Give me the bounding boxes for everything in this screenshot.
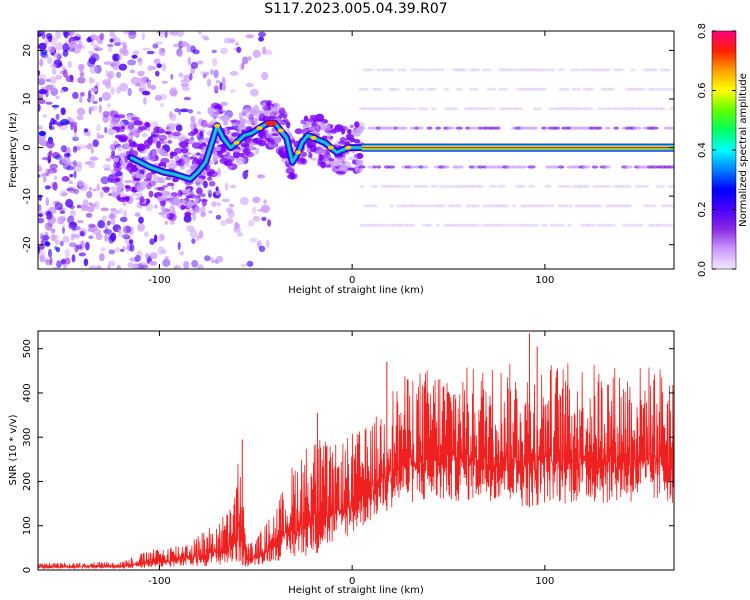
snr-y-tick-label: 0 [22,567,33,573]
spectrogram-y-tick-label: 0 [22,144,33,150]
snr-x-axis-label: Height of straight line (km) [288,585,424,596]
snr-x-tick-label: 100 [535,576,554,587]
colorbar-tick-label: 0.4 [697,142,708,158]
spectrogram-y-tick-label: 20 [22,44,33,57]
colorbar-label: Normalized spectral amplitude [738,73,749,227]
snr-x-tick-label: 0 [349,576,355,587]
sideband-streaks [357,68,674,227]
spectrogram-y-axis-label: Frequency (Hz) [8,112,19,188]
spectrogram-content [38,31,674,269]
spectrogram-x-tick-label: 100 [535,275,554,286]
snr-y-tick-label: 300 [22,428,33,447]
snr-series-line [38,363,674,570]
spectrogram-x-tick-label: -100 [148,275,171,286]
snr-y-tick-label: 500 [22,339,33,358]
spectrogram-x-tick-label: 0 [349,275,355,286]
colorbar-tick-label: 0.8 [697,23,708,39]
snr-y-tick-label: 100 [22,516,33,535]
colorbar: 0.0 0.2 0.4 0.6 0.8 Normalized spectral ampl… [697,23,749,277]
colorbar-tick-label: 0.0 [697,261,708,277]
spectrogram-y-tick-label: 10 [22,93,33,106]
spectrogram-y-tick-label: -20 [22,237,33,253]
snr-frame [37,330,675,571]
chart-title: S117.2023.005.04.39.R07 [264,1,448,17]
frequency-ridge [127,119,366,183]
colorbar-tick-label: 0.6 [697,83,708,99]
spectrogram-y-tick-label: -10 [22,188,33,204]
snr-y-tick-label: 400 [22,383,33,402]
snr-panel: -100 0 100 0 100 200 300 400 500 Height of strai… [8,330,675,596]
spectrogram-x-axis-label: Height of straight line (km) [288,285,424,296]
snr-y-tick-label: 200 [22,472,33,491]
snr-content [38,333,674,570]
snr-x-tick-label: -100 [148,576,171,587]
spectrogram-frame [37,30,675,270]
snr-y-axis-label: SNR (10 * v/v) [8,414,19,485]
colorbar-tick-label: 0.2 [697,202,708,218]
